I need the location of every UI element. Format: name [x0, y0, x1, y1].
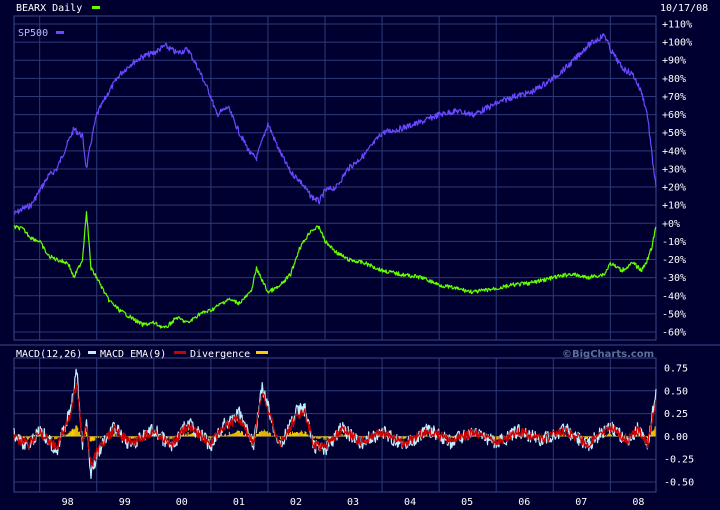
sp500-legend-label: SP500 — [18, 28, 48, 39]
price-y-tick-label: +100% — [662, 38, 692, 49]
x-tick-label: 99 — [119, 497, 131, 508]
macd-title: MACD(12,26) — [16, 349, 82, 360]
macd-y-tick-labels: 0.75 0.50 0.25 0.00 -0.25 -0.50 — [664, 364, 694, 489]
price-y-tick-label: +20% — [662, 183, 686, 194]
price-y-tick-label: +90% — [662, 56, 686, 67]
price-series-group — [13, 32, 657, 329]
price-y-tick-label: -20% — [662, 255, 686, 266]
price-y-tick-label: +50% — [662, 128, 686, 139]
date-label: 10/17/08 — [660, 3, 708, 14]
price-grid — [14, 16, 656, 340]
price-y-tick-label: +0% — [662, 219, 680, 230]
price-y-tick-label: +110% — [662, 20, 692, 31]
macd-y-tick-label: 0.75 — [664, 364, 688, 375]
price-y-tick-label: -30% — [662, 273, 686, 284]
x-tick-label: 06 — [518, 497, 530, 508]
x-tick-label: 98 — [62, 497, 74, 508]
macd-ema-line — [13, 382, 657, 467]
price-panel-frame — [13, 15, 657, 341]
sp500-line — [14, 32, 657, 215]
macd-panel-frame — [13, 357, 657, 493]
x-tick-label: 02 — [290, 497, 302, 508]
price-y-tick-label: +70% — [662, 92, 686, 103]
price-y-tick-label: -50% — [662, 309, 686, 320]
x-tick-label: 03 — [347, 497, 359, 508]
x-tick-label: 07 — [575, 497, 587, 508]
macd-ema-legend-swatch — [174, 351, 186, 354]
bearx-legend-swatch — [92, 6, 100, 9]
x-tick-label: 04 — [404, 497, 416, 508]
price-y-tick-label: -60% — [662, 328, 686, 339]
x-tick-label: 05 — [461, 497, 473, 508]
price-y-tick-label: +10% — [662, 201, 686, 212]
macd-y-tick-label: 0.25 — [664, 409, 688, 420]
macd-y-tick-label: -0.50 — [664, 478, 694, 489]
macd-ema-legend-label: MACD EMA(9) — [100, 349, 166, 360]
price-y-tick-label: +60% — [662, 110, 686, 121]
price-y-tick-labels: +110% +100% +90% +80% +70% +60% +50% +40% +30% +2… — [662, 20, 692, 339]
macd-legend-swatch — [88, 351, 96, 354]
macd-y-tick-label: 0.50 — [664, 386, 688, 397]
bigcharts-watermark: ©BigCharts.com — [562, 349, 654, 360]
x-tick-label: 08 — [632, 497, 644, 508]
sp500-legend-swatch — [56, 31, 64, 34]
bearx-line — [13, 211, 657, 329]
chart-title: BEARX Daily — [16, 3, 82, 14]
divergence-legend-label: Divergence — [190, 349, 250, 360]
x-tick-labels: 98 99 00 01 02 03 04 05 06 07 08 — [62, 497, 645, 508]
macd-y-tick-label: 0.00 — [664, 432, 688, 443]
x-tick-label: 01 — [233, 497, 245, 508]
price-y-tick-label: +30% — [662, 164, 686, 175]
macd-y-tick-label: -0.25 — [664, 455, 694, 466]
price-y-tick-label: -10% — [662, 237, 686, 248]
macd-series-group — [13, 368, 657, 480]
price-y-tick-label: +80% — [662, 74, 686, 85]
price-y-tick-label: -40% — [662, 291, 686, 302]
price-y-tick-label: +40% — [662, 146, 686, 157]
x-tick-label: 00 — [176, 497, 188, 508]
divergence-legend-swatch — [256, 351, 268, 354]
